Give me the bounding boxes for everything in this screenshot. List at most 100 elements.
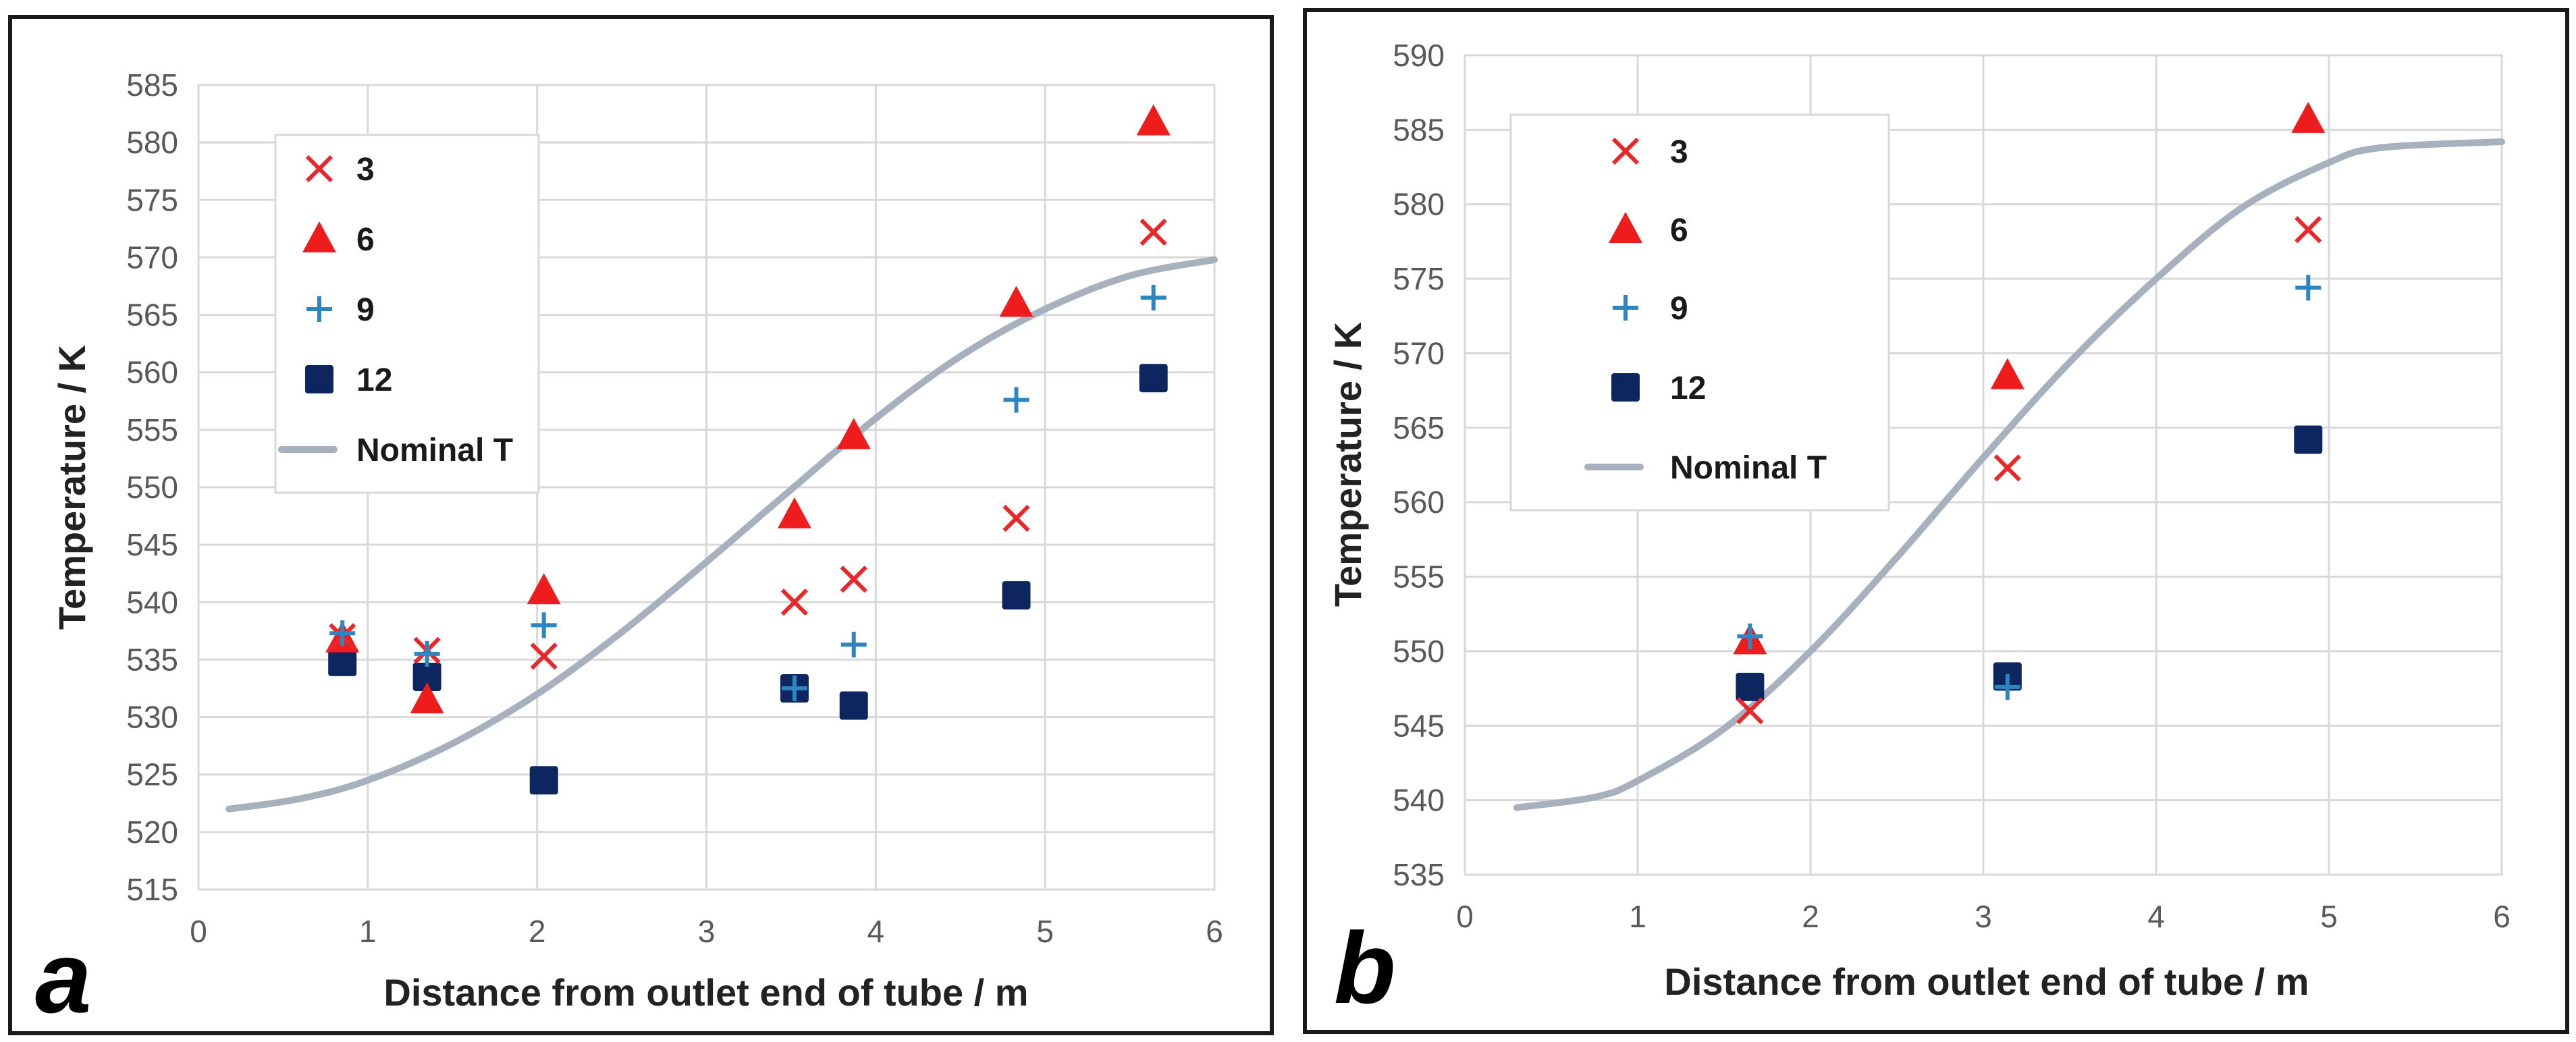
legend-marker-12 (305, 365, 333, 393)
y-tick-label-b: 585 (1393, 112, 1445, 147)
legend-b (1509, 113, 1890, 512)
plot-area-a (197, 84, 1216, 891)
legend-label-12: 12 (356, 362, 392, 398)
x-tick-label-b: 4 (2147, 899, 2165, 934)
series-3-b (1736, 216, 2322, 725)
x-tick-label-b: 0 (1456, 899, 1474, 934)
data-point-series-12 (2294, 425, 2323, 454)
y-tick-label-b: 575 (1393, 261, 1445, 296)
legend-marker-9 (306, 296, 332, 322)
y-tick-label-b: 555 (1393, 559, 1445, 595)
legend-marker-9 (1613, 295, 1638, 321)
data-point-series-12 (1002, 581, 1031, 610)
y-tick-label-a: 585 (126, 67, 178, 103)
data-point-series-6 (1136, 104, 1171, 136)
series-9-b (1737, 275, 2322, 700)
series-3-a (329, 218, 1167, 670)
y-axis-title-b: Temperature / K (1326, 322, 1369, 607)
plot-area-b (1464, 54, 2503, 876)
series-9-a (329, 285, 1166, 701)
y-tick-label-a: 560 (126, 355, 178, 390)
data-point-series-12 (328, 647, 357, 676)
data-point-series-9 (414, 640, 440, 667)
x-axis-title-a: Distance from outlet end of tube / m (383, 971, 1028, 1014)
legend-label-nominal-t: Nominal T (356, 433, 513, 468)
legend-marker-6 (302, 221, 336, 252)
legend-label-nominal-t: Nominal T (1670, 450, 1827, 486)
y-tick-label-a: 565 (126, 298, 178, 333)
y-tick-label-a: 545 (126, 527, 178, 562)
data-point-series-3 (1736, 697, 1764, 725)
data-point-series-9 (1737, 623, 1763, 649)
legend-marker-3 (1611, 137, 1640, 165)
x-tick-label-b: 6 (2493, 899, 2511, 934)
legend-label-3: 3 (356, 152, 375, 188)
legend-marker-6 (1609, 212, 1642, 243)
data-point-series-9 (1994, 674, 2020, 700)
data-point-series-3 (780, 588, 809, 616)
y-tick-label-a: 535 (126, 642, 178, 677)
y-tick-label-a: 515 (126, 872, 178, 907)
y-tick-label-a: 575 (126, 182, 178, 217)
y-tick-label-a: 520 (126, 815, 178, 850)
x-tick-label-a: 2 (529, 914, 546, 949)
y-tick-label-b: 560 (1393, 485, 1445, 520)
y-axis-title-a: Temperature / K (51, 345, 93, 630)
y-tick-label-b: 580 (1393, 187, 1445, 222)
panel-label-a: a (35, 921, 91, 1034)
x-tick-label-a: 0 (190, 914, 207, 949)
chart-panel-b: 535 540 545 550 555 560 565 570 575 580 585 590 0 1 2 3… (1303, 8, 2569, 1034)
chart-a-svg: 5155205255305355405455505555605655705755… (35, 67, 1223, 1034)
nominal-t-curve-a (225, 256, 1218, 813)
data-point-series-3 (1139, 218, 1167, 246)
y-tick-label-a: 530 (126, 700, 178, 735)
data-point-series-3 (2295, 216, 2322, 244)
y-tick-label-b: 535 (1393, 857, 1445, 892)
data-point-series-12 (412, 662, 441, 691)
panel-label-b: b (1334, 911, 1396, 1024)
data-point-series-9 (781, 676, 807, 701)
data-point-series-6 (836, 418, 871, 449)
data-point-series-3 (1993, 454, 2021, 482)
legend-label-3: 3 (1670, 134, 1688, 170)
legend-label-6: 6 (1670, 213, 1688, 248)
legend-marker-3 (305, 155, 333, 183)
y-tick-label-a: 555 (126, 412, 178, 447)
legend-label-9: 9 (356, 292, 375, 328)
data-point-series-6 (527, 573, 561, 605)
data-point-series-6 (777, 497, 811, 528)
y-tick-label-a: 525 (126, 757, 178, 792)
data-point-series-3 (1002, 504, 1030, 532)
data-point-series-3 (840, 566, 867, 593)
y-tick-label-b: 540 (1393, 783, 1445, 818)
y-tick-label-a: 580 (126, 125, 178, 160)
legend-marker-12 (1611, 373, 1640, 402)
nominal-t-curve-b (1513, 138, 2505, 811)
y-tick-label-b: 545 (1393, 708, 1445, 743)
data-point-series-9 (2295, 275, 2322, 301)
data-point-series-6 (1990, 358, 2024, 389)
x-axis-title-b: Distance from outlet end of tube / m (1664, 960, 2309, 1003)
x-tick-label-a: 3 (698, 914, 716, 949)
data-point-series-9 (840, 632, 867, 658)
y-tick-label-b: 590 (1393, 38, 1445, 73)
data-point-series-9 (531, 612, 557, 638)
data-point-series-9 (329, 620, 356, 647)
x-tick-label-b: 3 (1975, 899, 1992, 934)
x-tick-label-a: 6 (1206, 914, 1223, 949)
data-point-series-3 (530, 642, 558, 670)
y-tick-label-b: 570 (1393, 335, 1445, 371)
data-point-series-12 (839, 691, 868, 720)
data-point-series-9 (1140, 285, 1166, 311)
x-tick-label-a: 1 (359, 914, 377, 949)
y-tick-label-a: 540 (126, 584, 178, 620)
y-tick-label-a: 550 (126, 470, 178, 505)
x-tick-label-a: 5 (1036, 914, 1054, 949)
x-tick-label-b: 1 (1629, 899, 1646, 934)
legend-label-9: 9 (1670, 291, 1688, 327)
y-tick-label-b: 565 (1393, 410, 1445, 445)
legend-label-6: 6 (356, 222, 375, 258)
x-tick-label-a: 4 (867, 914, 885, 949)
data-point-series-9 (1003, 387, 1029, 413)
